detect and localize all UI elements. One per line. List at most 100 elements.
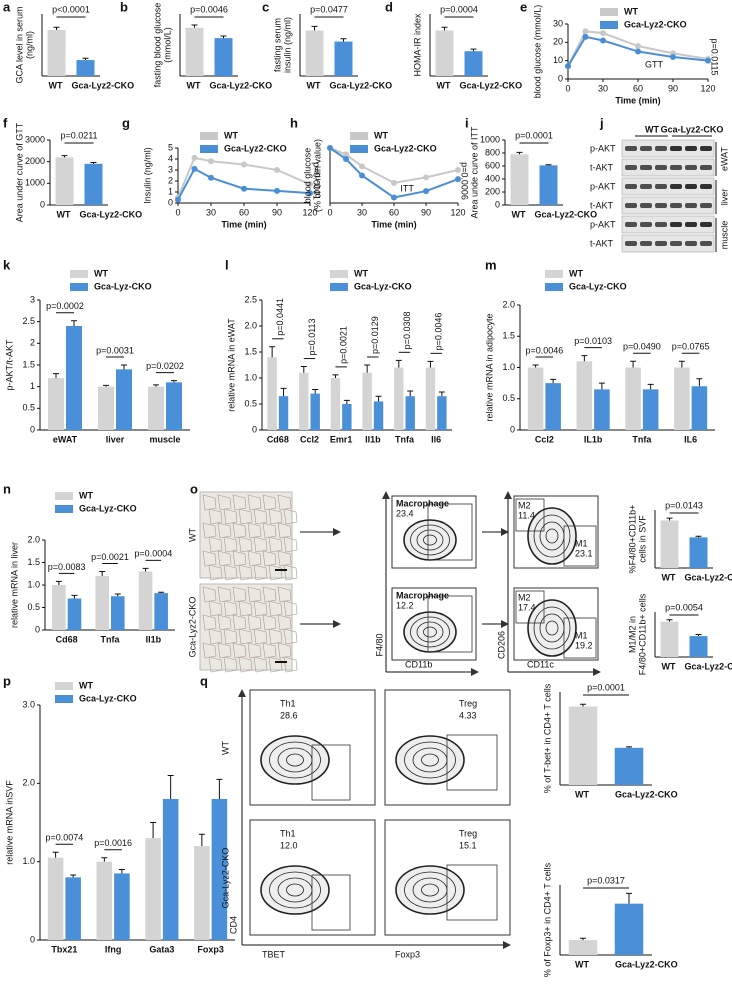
p-value: p=0.0074: [45, 833, 83, 843]
gate-value: 28.6: [280, 710, 298, 720]
gate-label: M2: [518, 500, 531, 510]
error-bar: [118, 869, 125, 874]
y-tick-label: 3000: [25, 134, 45, 144]
error-bar: [626, 892, 632, 904]
bar: [576, 361, 593, 430]
y-axis-label: relative mRNA in liver: [9, 542, 19, 628]
bar: [435, 30, 454, 76]
data-point: [582, 33, 589, 40]
gate-label: M1: [575, 538, 588, 548]
gate-value: 12.2: [396, 600, 414, 610]
y-axis-label: relative mRNA in eWAT: [226, 318, 236, 412]
legend-label: Gca-Lyz2-CKO: [374, 143, 437, 153]
gate-label: M2: [518, 592, 531, 602]
y-tick-label: 0: [35, 624, 40, 634]
legend-label: WT: [624, 6, 638, 16]
error-bar: [332, 374, 339, 378]
p-value: p<0.0001: [52, 4, 90, 14]
panel-letter: q: [200, 673, 208, 688]
blot-strip: [621, 234, 715, 253]
data-point: [670, 54, 676, 60]
error-bar: [312, 388, 319, 394]
error-bar: [364, 364, 371, 373]
bar: [527, 367, 544, 430]
blot-band: [625, 184, 637, 189]
blot-band: [625, 146, 637, 151]
bar: [47, 857, 64, 940]
legend-swatch: [200, 145, 218, 153]
data-point: [635, 43, 641, 49]
blot-band: [625, 222, 637, 227]
y-tick-label: 2.5: [244, 294, 257, 304]
bar: [330, 378, 341, 430]
panel-letter: j: [599, 115, 604, 130]
data-point: [423, 188, 429, 195]
legend-swatch: [545, 270, 563, 278]
error-bar: [343, 399, 350, 404]
error-bar: [114, 593, 121, 597]
bar: [539, 165, 558, 205]
panel-letter: e: [520, 0, 527, 14]
blot-band: [700, 241, 712, 246]
bar: [510, 154, 529, 205]
x-tick-label: Ifng: [105, 944, 122, 954]
x-tick-label: Gca-Lyz2-CKO: [460, 80, 523, 90]
x-tick-label: 30: [206, 207, 216, 217]
x-tick-label: Tnfa: [101, 634, 121, 644]
series-line: [177, 167, 311, 201]
p-value: p=0.0083: [48, 562, 86, 572]
y-tick-label: 5: [168, 142, 173, 152]
legend-swatch: [600, 8, 618, 16]
y-axis-label: relative mRNA in adipocyte: [484, 313, 494, 421]
bar: [111, 596, 125, 630]
bar: [162, 799, 179, 940]
bar: [614, 747, 644, 785]
y-tick-label: 1.0: [27, 579, 40, 589]
bar: [154, 593, 168, 630]
bar: [425, 367, 436, 430]
blot-band: [655, 203, 667, 208]
density-contour: [404, 741, 456, 779]
bar: [267, 357, 277, 430]
p-value: p=0.0031: [96, 345, 134, 355]
y-tick-label: 600: [485, 160, 500, 170]
error-bar: [340, 38, 347, 42]
blot-row-label: t-AKT: [590, 238, 614, 248]
data-point: [635, 48, 641, 55]
y-tick-label: 400: [485, 173, 500, 183]
x-tick-label: 120: [700, 83, 715, 93]
data-point: [455, 176, 461, 183]
gate: [311, 744, 351, 801]
bar: [568, 940, 598, 955]
data-point: [343, 151, 349, 158]
gate-label: Treg: [459, 698, 477, 708]
bar: [394, 367, 404, 430]
bar: [464, 51, 483, 76]
y-tick-label: 0: [40, 199, 45, 209]
panel-letter: h: [290, 115, 298, 130]
bar: [594, 389, 610, 430]
error-bar: [441, 26, 448, 31]
x-tick-label: Gca-Lyz2-CKO: [72, 80, 135, 90]
bar: [625, 367, 641, 430]
blot-band: [670, 222, 682, 227]
adipocyte-outlines: [202, 586, 298, 673]
density-contour: [410, 616, 450, 648]
error-bar: [545, 164, 552, 166]
y-tick-label: 1000: [480, 134, 500, 144]
p-value: p=0.0001: [312, 162, 322, 200]
x-tick-label: Tnfa: [632, 434, 652, 444]
density-contour: [410, 524, 450, 556]
row-label: WT: [187, 528, 197, 542]
error-bar: [427, 360, 434, 368]
data-point: [343, 156, 349, 162]
error-bar: [630, 360, 637, 368]
blot-band: [625, 203, 637, 208]
p-value: p=0.0046: [190, 4, 228, 14]
p-value: p=0.0490: [623, 342, 661, 352]
p-value: p=0.0004: [134, 549, 172, 559]
y-axis-label: %F4/80+CD11b+: [627, 505, 637, 574]
y-tick-label: 1: [30, 381, 35, 391]
blot-band: [655, 165, 667, 170]
